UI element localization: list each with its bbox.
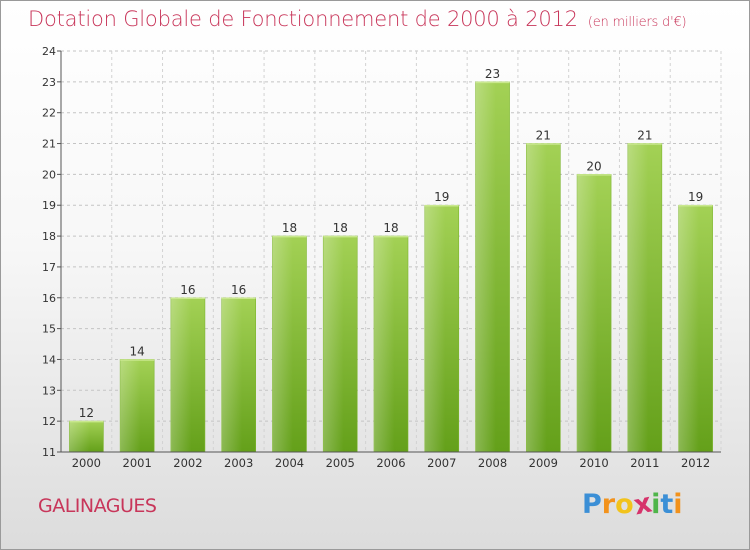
commune-name: GALINAGUES <box>38 495 157 517</box>
bar-highlight <box>374 236 408 452</box>
data-label-2011: 21 <box>637 129 652 143</box>
x-tick-label-2001: 2001 <box>123 456 152 470</box>
y-tick-label: 11 <box>42 446 56 459</box>
bar-highlight <box>526 143 561 453</box>
logo-letter: P <box>582 489 602 520</box>
bar-highlight <box>221 297 256 452</box>
bar-highlight <box>424 205 459 452</box>
logo-letter: o <box>615 489 634 520</box>
y-tick-label: 20 <box>42 168 56 181</box>
x-tick-label-2003: 2003 <box>224 456 253 470</box>
bar-highlight <box>69 421 104 452</box>
y-tick-label: 18 <box>42 230 56 243</box>
data-label-2005: 18 <box>333 221 348 235</box>
data-label-2002: 16 <box>180 283 195 297</box>
data-label-2003: 16 <box>231 283 246 297</box>
data-label-2006: 18 <box>383 221 398 235</box>
logo-letter: t <box>660 489 674 520</box>
y-tick-label: 24 <box>42 45 56 58</box>
logo-letter: i <box>651 489 661 520</box>
data-label-2001: 14 <box>130 344 145 358</box>
proxiti-logo: Proxiti <box>582 488 683 522</box>
data-label-2009: 21 <box>536 129 551 143</box>
data-label-2007: 19 <box>434 190 449 204</box>
y-tick-label: 19 <box>42 199 56 212</box>
bar-highlight <box>678 205 713 452</box>
y-tick-label: 22 <box>42 107 56 120</box>
y-tick-label: 16 <box>42 292 56 305</box>
x-tick-label-2000: 2000 <box>72 456 101 470</box>
x-tick-label-2008: 2008 <box>478 456 507 470</box>
chart-title-text: Dotation Globale de Fonctionnement de 20… <box>28 7 578 31</box>
y-tick-label: 14 <box>42 353 56 366</box>
bar-highlight <box>323 236 358 452</box>
data-label-2004: 18 <box>282 221 297 235</box>
bar-highlight <box>627 143 662 453</box>
data-label-2008: 23 <box>485 67 500 81</box>
x-tick-label-2012: 2012 <box>681 456 710 470</box>
chart-unit-note: (en milliers d'€) <box>587 15 687 30</box>
bar-highlight <box>170 297 205 452</box>
y-tick-label: 13 <box>42 384 56 397</box>
y-tick-label: 15 <box>42 323 56 336</box>
x-tick-label-2009: 2009 <box>529 456 558 470</box>
x-tick-label-2011: 2011 <box>630 456 659 470</box>
bar-highlight <box>475 81 510 452</box>
bar-highlight <box>272 236 307 452</box>
logo-letter: r <box>601 489 616 520</box>
bar-highlight <box>120 359 155 452</box>
y-tick-label: 17 <box>42 261 56 274</box>
y-tick-label: 12 <box>42 415 56 428</box>
x-tick-label-2005: 2005 <box>326 456 355 470</box>
y-tick-label: 23 <box>42 76 56 89</box>
data-label-2000: 12 <box>79 406 94 420</box>
x-tick-label-2010: 2010 <box>579 456 608 470</box>
x-tick-label-2007: 2007 <box>427 456 456 470</box>
chart-title: Dotation Globale de Fonctionnement de 20… <box>28 7 687 31</box>
y-tick-label: 21 <box>42 138 56 151</box>
x-tick-label-2006: 2006 <box>376 456 405 470</box>
x-tick-label-2004: 2004 <box>275 456 304 470</box>
data-label-2010: 20 <box>586 159 601 173</box>
x-tick-label-2002: 2002 <box>173 456 202 470</box>
data-label-2012: 19 <box>688 190 703 204</box>
bar-highlight <box>577 174 612 452</box>
logo-letter: i <box>673 489 683 520</box>
